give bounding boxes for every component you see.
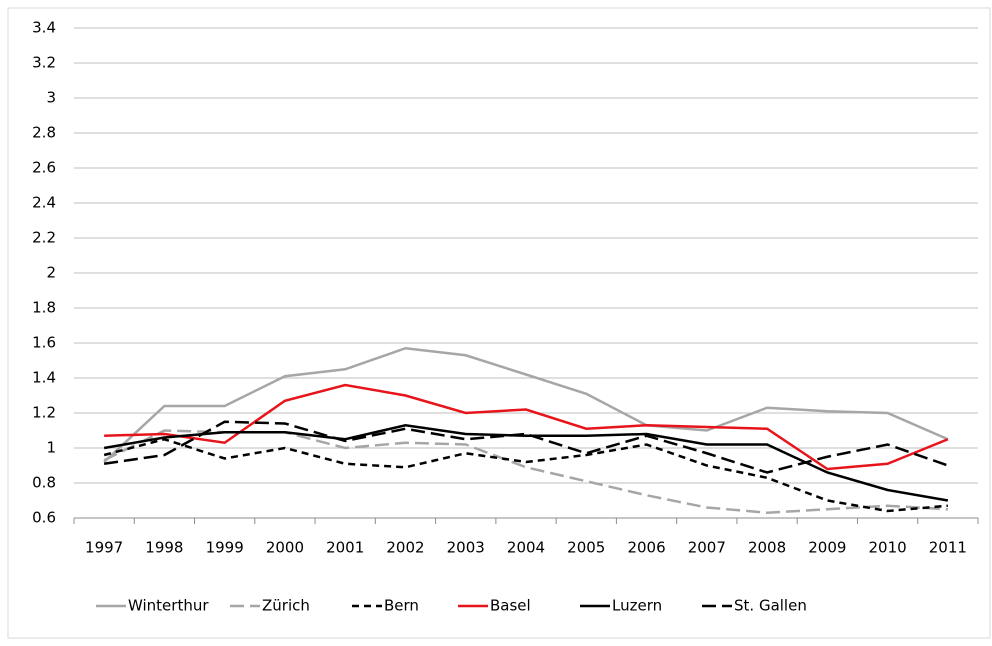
y-tick-label: 1 — [46, 439, 56, 457]
x-tick-label: 2002 — [386, 539, 424, 557]
x-tick-label: 1997 — [85, 539, 123, 557]
x-tick-label: 1999 — [206, 539, 244, 557]
series-line — [103, 346, 949, 463]
y-tick-label: 1.6 — [32, 334, 56, 352]
y-tick-label: 1.4 — [32, 369, 56, 387]
legend-label: Winterthur — [128, 597, 209, 615]
y-tick-label: 3.2 — [32, 54, 56, 72]
series-line — [104, 383, 949, 471]
y-tick-label: 2.8 — [32, 124, 56, 142]
y-tick-label: 2.4 — [32, 194, 56, 212]
x-tick-label: 2000 — [266, 539, 304, 557]
x-tick-label: 2004 — [507, 539, 545, 557]
series-line — [103, 420, 949, 474]
legend-label: Luzern — [612, 597, 662, 615]
legend-label: Basel — [490, 597, 531, 615]
series-line — [103, 437, 948, 513]
x-tick-label: 2009 — [808, 539, 846, 557]
y-tick-label: 3 — [46, 89, 56, 107]
x-tick-label: 2005 — [567, 539, 605, 557]
x-tick-label: 2007 — [688, 539, 726, 557]
x-tick-label: 2006 — [627, 539, 665, 557]
x-tick-label: 2011 — [929, 539, 967, 557]
y-tick-label: 2.6 — [32, 159, 56, 177]
y-tick-label: 2 — [46, 264, 56, 282]
legend-label: Zürich — [262, 597, 310, 615]
x-tick-label: 2001 — [326, 539, 364, 557]
y-tick-label: 1.8 — [32, 299, 56, 317]
y-tick-label: 2.2 — [32, 229, 56, 247]
x-tick-label: 2003 — [447, 539, 485, 557]
x-tick-label: 2008 — [748, 539, 786, 557]
y-tick-label: 1.2 — [32, 404, 56, 422]
y-tick-label: 3.4 — [32, 19, 56, 37]
chart-frame — [7, 7, 991, 639]
x-tick-label: 2010 — [869, 539, 907, 557]
x-tick-label: 1998 — [145, 539, 183, 557]
legend-label: St. Gallen — [734, 597, 807, 615]
y-tick-label: 0.8 — [32, 474, 56, 492]
legend-label: Bern — [384, 597, 419, 615]
y-tick-label: 0.6 — [32, 509, 56, 527]
